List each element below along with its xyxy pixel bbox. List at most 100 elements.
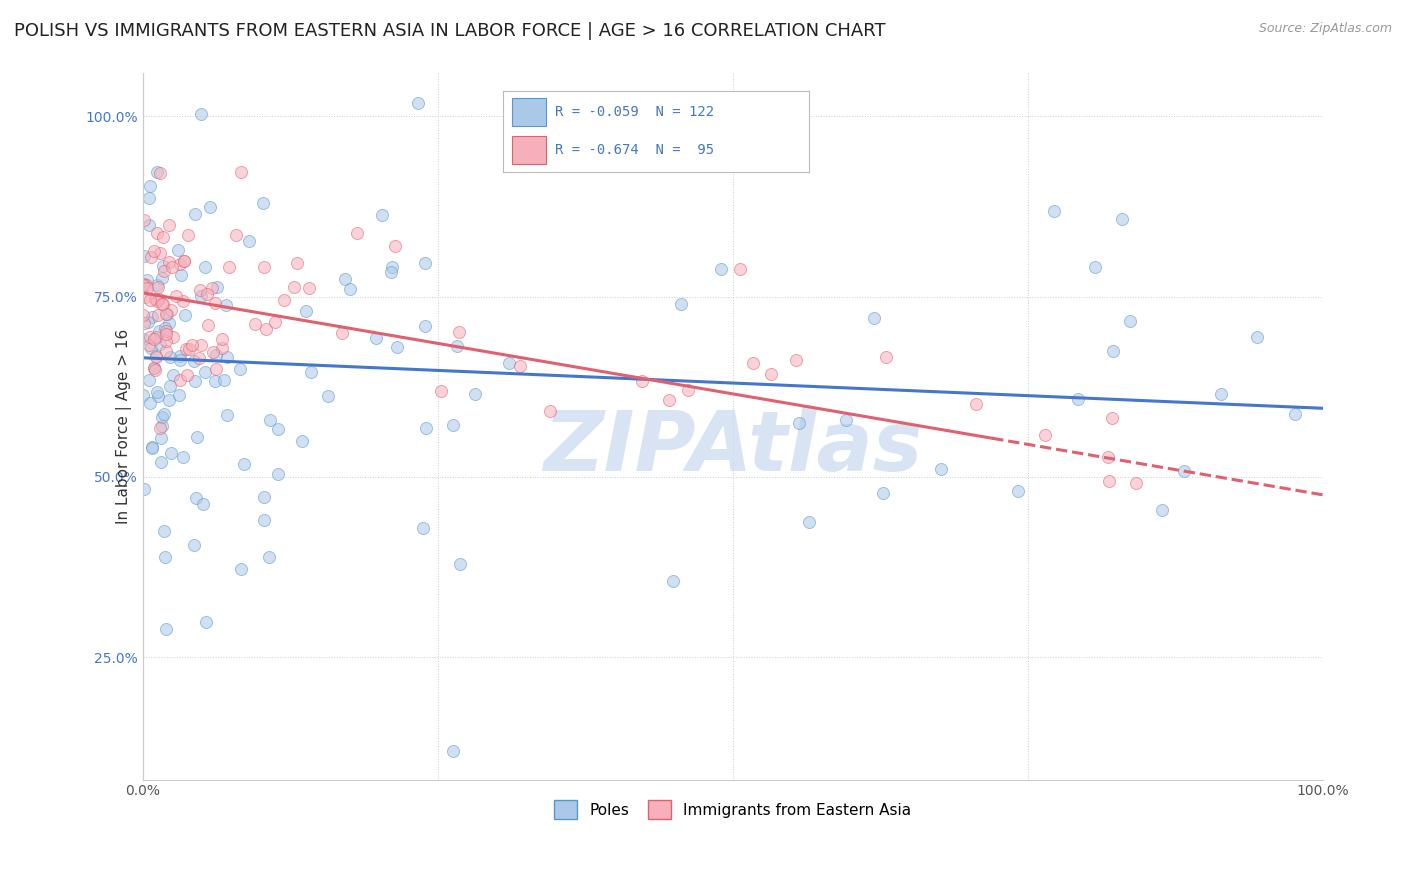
Point [253, 513, 276, 527]
Point [183, 538, 205, 552]
Point [217, 350, 239, 364]
Point [142, 361, 165, 376]
Point [875, 350, 897, 364]
Point [159, 379, 181, 393]
Point [446, 339, 468, 353]
Point [139, 179, 162, 194]
Point [172, 294, 194, 309]
Point [152, 409, 174, 424]
Point [153, 320, 176, 334]
Point [447, 325, 470, 339]
Point [215, 298, 238, 312]
Point [135, 277, 157, 292]
Point [177, 342, 200, 356]
Point [661, 574, 683, 589]
Point [146, 293, 169, 308]
Point [1067, 392, 1090, 407]
Point [929, 462, 952, 476]
Point [153, 264, 176, 278]
Point [162, 368, 184, 382]
Text: ZIPAtlas: ZIPAtlas [543, 407, 922, 488]
Point [132, 332, 155, 346]
Point [134, 290, 156, 304]
Point [785, 353, 807, 368]
Point [205, 348, 228, 362]
Point [183, 375, 205, 389]
Point [155, 324, 177, 338]
Point [658, 392, 681, 407]
Point [198, 200, 221, 214]
Point [229, 562, 252, 576]
Point [257, 549, 280, 564]
Point [170, 268, 193, 282]
Point [1111, 211, 1133, 226]
Point [173, 254, 195, 268]
Point [132, 277, 155, 292]
Point [1125, 475, 1147, 490]
Point [252, 195, 274, 210]
Point [197, 318, 219, 333]
Point [146, 389, 169, 403]
Point [190, 106, 212, 120]
Point [1209, 387, 1232, 401]
Point [204, 296, 226, 310]
Point [217, 409, 239, 423]
Point [283, 280, 305, 294]
Point [132, 388, 155, 402]
Point [441, 744, 464, 758]
Point [155, 327, 177, 342]
Point [152, 297, 174, 311]
Point [146, 226, 169, 240]
Point [155, 622, 177, 636]
Point [1084, 260, 1107, 274]
Point [631, 374, 654, 388]
Point [184, 207, 207, 221]
Point [143, 244, 166, 258]
Point [412, 521, 434, 535]
Point [134, 277, 156, 292]
Point [1152, 503, 1174, 517]
Point [211, 332, 233, 346]
Point [149, 245, 172, 260]
Point [157, 392, 180, 407]
Point [965, 397, 987, 411]
Point [157, 316, 180, 330]
Text: POLISH VS IMMIGRANTS FROM EASTERN ASIA IN LABOR FORCE | AGE > 16 CORRELATION CHA: POLISH VS IMMIGRANTS FROM EASTERN ASIA I… [14, 22, 886, 40]
Point [141, 441, 163, 455]
Point [1284, 407, 1306, 421]
Point [381, 260, 404, 274]
Point [141, 250, 163, 264]
Point [150, 296, 173, 310]
Point [152, 230, 174, 244]
Legend: Poles, Immigrants from Eastern Asia: Poles, Immigrants from Eastern Asia [548, 794, 917, 825]
Point [1007, 484, 1029, 499]
Point [1101, 411, 1123, 425]
Point [138, 330, 160, 344]
Point [138, 191, 160, 205]
Point [142, 333, 165, 347]
Point [335, 272, 357, 286]
Point [464, 387, 486, 401]
Point [186, 430, 208, 444]
Point [316, 389, 339, 403]
Point [174, 308, 197, 322]
Point [538, 403, 561, 417]
Point [157, 255, 180, 269]
Point [149, 455, 172, 469]
Point [1097, 450, 1119, 464]
Point [385, 341, 408, 355]
Point [678, 384, 700, 398]
Point [159, 302, 181, 317]
Point [413, 256, 436, 270]
Point [177, 228, 200, 243]
Point [1119, 314, 1142, 328]
Point [149, 431, 172, 445]
Point [1035, 428, 1057, 442]
Point [165, 289, 187, 303]
Point [253, 260, 276, 274]
Point [243, 318, 266, 332]
Point [156, 307, 179, 321]
Point [384, 238, 406, 252]
Point [332, 326, 354, 340]
Point [184, 491, 207, 505]
